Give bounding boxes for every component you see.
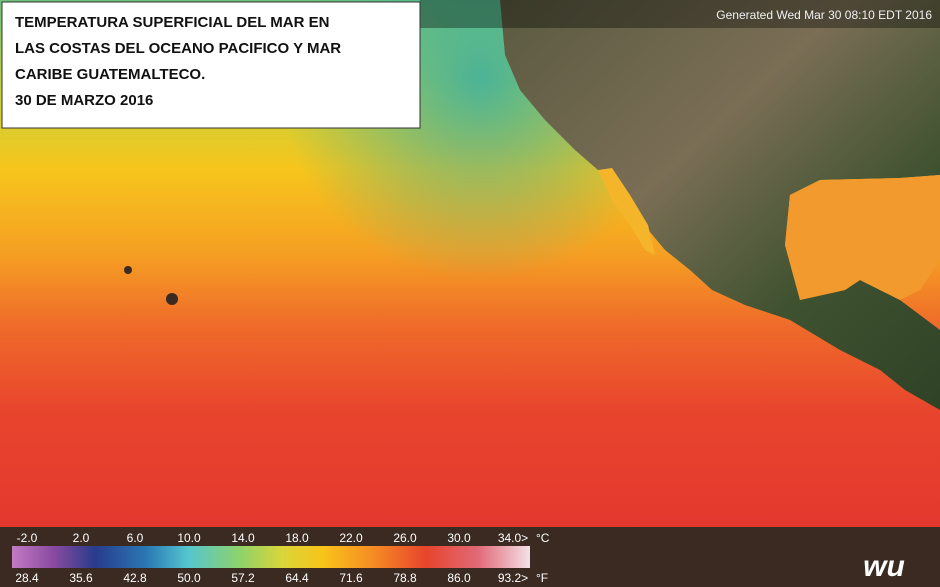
fahrenheit-label: 78.8 [393,571,417,585]
gulf-of-mexico [785,175,940,300]
title-line: 30 DE MARZO 2016 [15,92,153,109]
island [166,293,178,305]
island [124,266,132,274]
fahrenheit-label: 42.8 [123,571,147,585]
title: TEMPERATURA SUPERFICIAL DEL MAR EN LAS CO… [15,14,341,109]
fahrenheit-label: 35.6 [69,571,93,585]
logo: wu [863,550,905,583]
fahrenheit-label: 93.2> [498,571,528,585]
legend: -2.0 2.0 6.0 10.0 14.0 18.0 22.0 26.0 30.0 34.0> °… [15,531,549,585]
fahrenheit-label: 71.6 [339,571,363,585]
title-box [1,1,421,129]
color-scale [12,546,530,568]
celsius-label: 6.0 [127,531,144,545]
celsius-unit: °C [536,531,550,545]
celsius-label: 14.0 [231,531,255,545]
celsius-label: -2.0 [17,531,38,545]
fahrenheit-label: 64.4 [285,571,309,585]
celsius-label: 30.0 [447,531,471,545]
celsius-label: 26.0 [393,531,417,545]
celsius-label: 34.0> [498,531,528,545]
celsius-label: 10.0 [177,531,201,545]
celsius-label: 22.0 [339,531,363,545]
fahrenheit-unit: °F [536,571,548,585]
title-line: TEMPERATURA SUPERFICIAL DEL MAR EN [15,14,329,31]
fahrenheit-label: 86.0 [447,571,471,585]
fahrenheit-label: 57.2 [231,571,255,585]
title-line: CARIBE GUATEMALTECO. [15,66,205,83]
celsius-label: 18.0 [285,531,309,545]
fahrenheit-label: 50.0 [177,571,201,585]
gulf-of-california [598,168,655,255]
land-north-america [500,0,940,410]
generated-time: Generated Wed Mar 30 08:10 EDT 2016 [716,8,932,22]
title-line: LAS COSTAS DEL OCEANO PACIFICO Y MAR [15,40,341,57]
header-strip [420,0,940,28]
fahrenheit-label: 28.4 [15,571,39,585]
celsius-label: 2.0 [73,531,90,545]
